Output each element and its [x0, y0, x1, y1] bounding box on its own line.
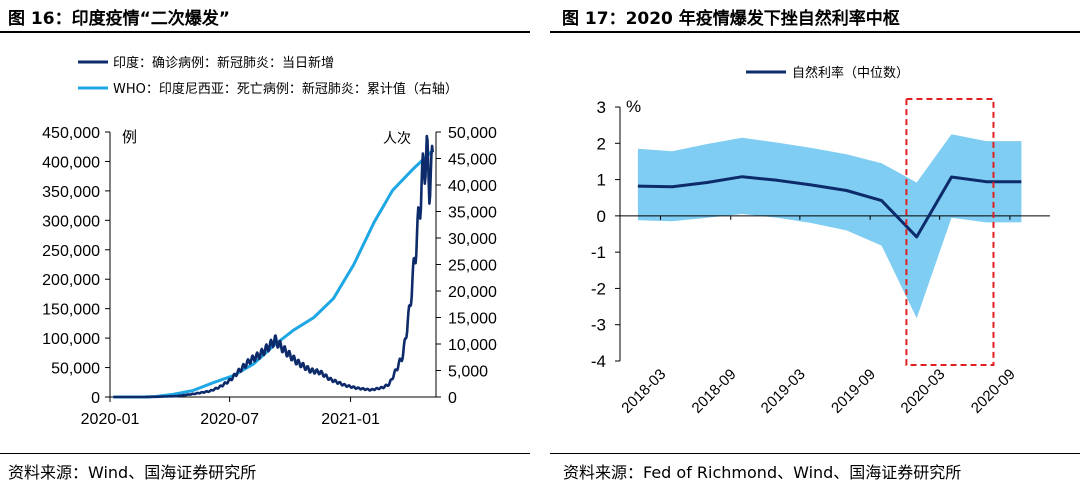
who-indonesia-deaths-line	[113, 149, 434, 399]
legend-natural-rate-label: 自然利率（中位数）	[792, 65, 909, 81]
figure-16-title: 图 16：印度疫情“二次爆发”	[8, 9, 230, 29]
right-tick-label: 20,000	[448, 284, 497, 301]
left-tick-label: 50,000	[51, 361, 100, 378]
natural-rate-chart: 自然利率（中位数） % 3 2 1 0 -1 -2 -3 -4 2018-03 2018-09 20…	[591, 65, 1050, 417]
title-rule-right	[550, 31, 1080, 33]
right-tick-label: 5,000	[448, 364, 488, 381]
chart2-plot: 3 2 1 0 -1 -2 -3 -4 2018-03 2018-09 2019-03 2019-09…	[591, 98, 1050, 417]
x-tick-label: 2020-07	[200, 411, 259, 428]
india-daily-cases-line	[112, 134, 434, 399]
x-tick-label: 2020-03	[898, 366, 949, 417]
left-tick-label: 300,000	[42, 213, 100, 230]
x-tick-label: 2021-01	[321, 411, 380, 428]
figure-16-source: 资料来源：Wind、国海证券研究所	[8, 463, 257, 482]
chart1-series	[112, 134, 434, 399]
right-tick-label: 45,000	[448, 152, 497, 169]
chart2-legend: 自然利率（中位数）	[746, 65, 909, 81]
y-tick-label: -1	[591, 243, 606, 262]
left-tick-label: 150,000	[42, 302, 100, 319]
source-rule-left	[0, 453, 530, 454]
right-tick-label: 30,000	[448, 231, 497, 248]
right-tick-label: 40,000	[448, 178, 497, 195]
left-axis-unit: 例	[122, 128, 137, 146]
y-tick-label: -3	[591, 316, 606, 335]
y-tick-label: 2	[597, 134, 606, 153]
legend-india-label: 印度：确诊病例：新冠肺炎：当日新增	[113, 55, 334, 71]
right-tick-label: 0	[448, 390, 457, 407]
right-tick-label: 35,000	[448, 205, 497, 222]
y-tick-label: -2	[591, 279, 606, 298]
x-tick-label: 2018-03	[618, 366, 669, 417]
right-axis-unit: 人次	[383, 131, 411, 147]
x-tick-label: 2019-03	[758, 366, 809, 417]
x-tick-label: 2018-09	[689, 366, 740, 417]
right-tick-label: 25,000	[448, 258, 497, 275]
left-tick-label: 0	[91, 390, 100, 407]
natural-rate-median-line	[637, 175, 1022, 239]
x-tick-label: 2019-09	[828, 366, 879, 417]
left-tick-label: 350,000	[42, 184, 100, 201]
y-tick-label: -4	[591, 352, 606, 371]
y-tick-label: 1	[597, 171, 606, 190]
left-tick-label: 200,000	[42, 272, 100, 289]
figure-17-source: 资料来源：Fed of Richmond、Wind、国海证券研究所	[563, 463, 962, 482]
left-tick-label: 250,000	[42, 243, 100, 260]
left-tick-label: 100,000	[42, 331, 100, 348]
left-tick-label: 450,000	[42, 125, 100, 142]
right-tick-label: 50,000	[448, 125, 497, 142]
title-rule-left	[0, 31, 530, 33]
source-rule-right	[550, 453, 1080, 454]
x-tick-label: 2020-01	[81, 411, 140, 428]
right-tick-label: 10,000	[448, 337, 497, 354]
y-axis-unit: %	[626, 97, 641, 116]
chart1-legend: 印度：确诊病例：新冠肺炎：当日新增 WHO：印度尼西亚：死亡病例：新冠肺炎：累计…	[78, 55, 458, 97]
left-tick-label: 400,000	[42, 154, 100, 171]
chart1-axes: 0 50,000 100,000 150,000 200,000 250,000 300,0…	[42, 125, 497, 428]
x-tick-label: 2020-09	[968, 366, 1019, 417]
y-tick-label: 3	[597, 98, 606, 117]
confidence-band	[637, 134, 1022, 319]
figure-17-title: 图 17：2020 年疫情爆发下挫自然利率中枢	[562, 9, 900, 29]
right-tick-label: 15,000	[448, 311, 497, 328]
y-tick-label: 0	[597, 207, 606, 226]
highlight-box-2020	[905, 98, 995, 366]
india-covid-chart: 印度：确诊病例：新冠肺炎：当日新增 WHO：印度尼西亚：死亡病例：新冠肺炎：累计…	[42, 55, 497, 428]
legend-who-label: WHO：印度尼西亚：死亡病例：新冠肺炎：累计值（右轴）	[113, 81, 458, 97]
